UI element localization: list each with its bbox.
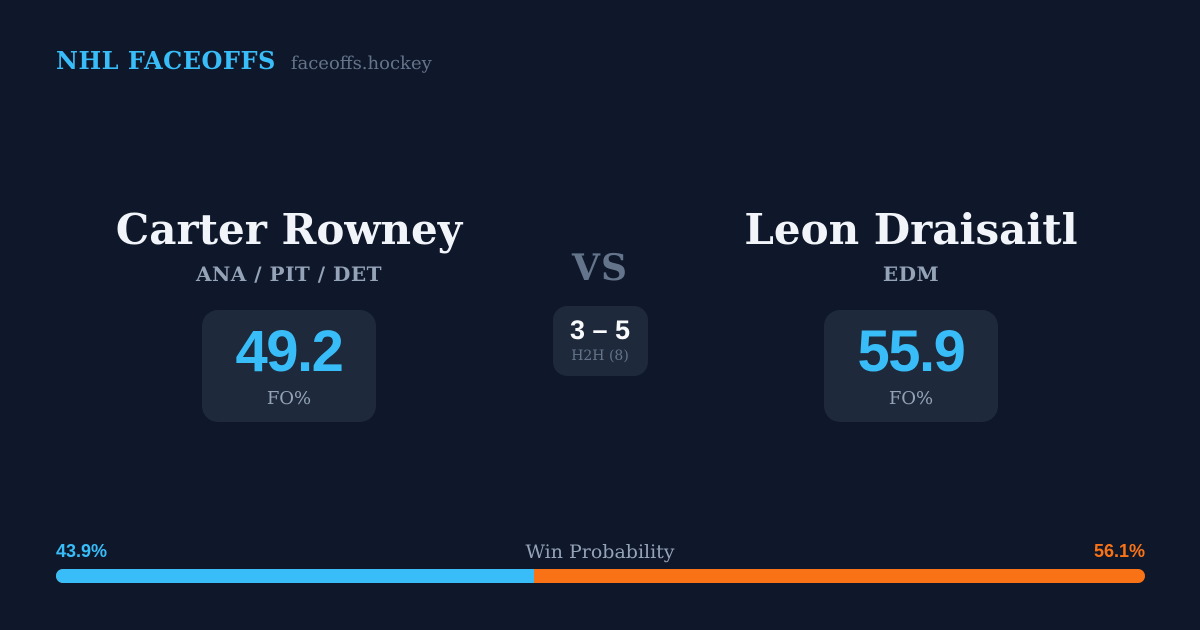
player-left-faceoff-card: 49.2 FO% — [202, 310, 376, 423]
win-probability-bar-left-segment — [56, 569, 535, 583]
player-right-column: Leon Draisaitl EDM 55.9 FO% — [721, 205, 1101, 423]
win-probability-right-percent: 56.1% — [1093, 541, 1145, 561]
win-probability-left-percent: 43.9% — [56, 541, 108, 561]
header: NHL FACEOFFS faceoffs.hockey — [56, 46, 432, 75]
win-probability-title: Win Probability — [525, 541, 675, 563]
player-left-name: Carter Rowney — [115, 205, 463, 254]
vs-label: VS — [572, 247, 628, 289]
player-left-teams: ANA / PIT / DET — [195, 262, 383, 287]
brand-logo: NHL FACEOFFS — [56, 46, 276, 75]
vs-column: VS 3 – 5 H2H (8) — [520, 247, 680, 376]
h2h-card: 3 – 5 H2H (8) — [552, 305, 648, 376]
player-left-column: Carter Rowney ANA / PIT / DET 49.2 FO% — [99, 205, 479, 423]
player-right-teams: EDM — [882, 262, 940, 287]
player-right-name: Leon Draisaitl — [744, 205, 1078, 254]
player-right-faceoff-value: 55.9 — [857, 319, 966, 385]
player-left-faceoff-label: FO% — [266, 388, 312, 410]
win-probability-bar — [56, 569, 1145, 583]
player-right-faceoff-card: 55.9 FO% — [824, 310, 998, 423]
site-url: faceoffs.hockey — [290, 53, 432, 74]
player-left-faceoff-value: 49.2 — [235, 319, 344, 385]
h2h-score: 3 – 5 — [569, 315, 631, 346]
player-right-faceoff-label: FO% — [888, 388, 934, 410]
h2h-label: H2H (8) — [571, 348, 629, 365]
